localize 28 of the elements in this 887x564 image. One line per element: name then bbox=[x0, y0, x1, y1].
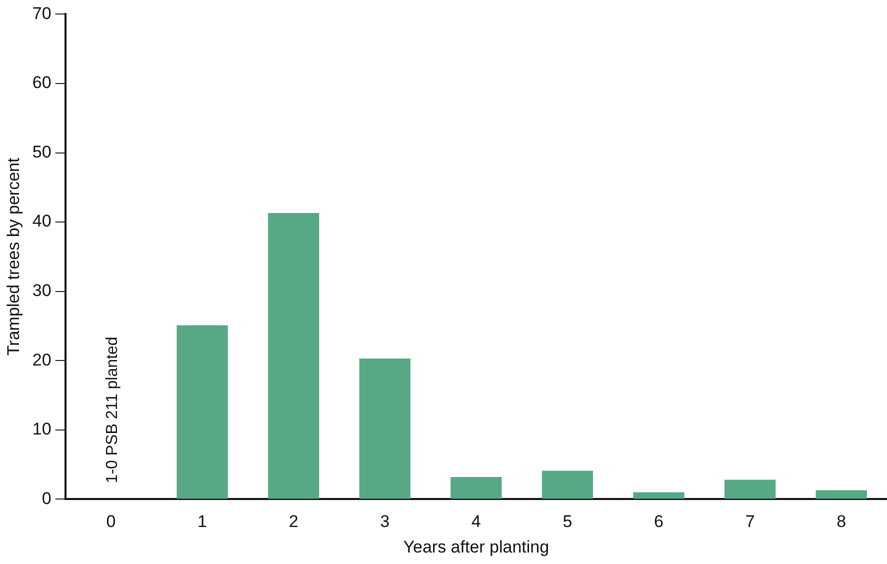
x-tick-label: 4 bbox=[471, 512, 481, 532]
y-tick-label: 30 bbox=[32, 281, 52, 300]
x-tick-label: 2 bbox=[288, 512, 298, 532]
y-axis-title: Trampled trees by percent bbox=[4, 158, 23, 356]
annotation: 1-0 PSB 211 planted bbox=[104, 336, 121, 484]
x-tick-label: 8 bbox=[836, 512, 846, 532]
y-tick-label: 50 bbox=[32, 142, 52, 162]
y-tick-label: 0 bbox=[42, 488, 52, 508]
x-tick-label: 1 bbox=[198, 512, 207, 532]
y-tick-label: 40 bbox=[32, 212, 52, 231]
bar bbox=[724, 480, 776, 499]
bar bbox=[816, 490, 867, 499]
x-tick-label: 3 bbox=[380, 512, 390, 532]
bar bbox=[450, 477, 502, 499]
bar bbox=[176, 325, 228, 499]
x-axis-title: Years after planting bbox=[403, 537, 550, 556]
x-tick-label: 7 bbox=[745, 512, 755, 532]
x-tick-label: 0 bbox=[106, 512, 116, 532]
bar bbox=[633, 492, 684, 499]
y-tick-label: 10 bbox=[32, 420, 52, 439]
bar bbox=[542, 470, 594, 499]
bar bbox=[359, 358, 410, 499]
y-tick-label: 60 bbox=[32, 73, 52, 92]
x-tick-label: 6 bbox=[654, 512, 664, 532]
x-tick-label: 5 bbox=[562, 512, 572, 532]
bar bbox=[268, 213, 320, 499]
y-tick-label: 20 bbox=[32, 350, 52, 370]
y-tick-label: 70 bbox=[32, 4, 52, 23]
